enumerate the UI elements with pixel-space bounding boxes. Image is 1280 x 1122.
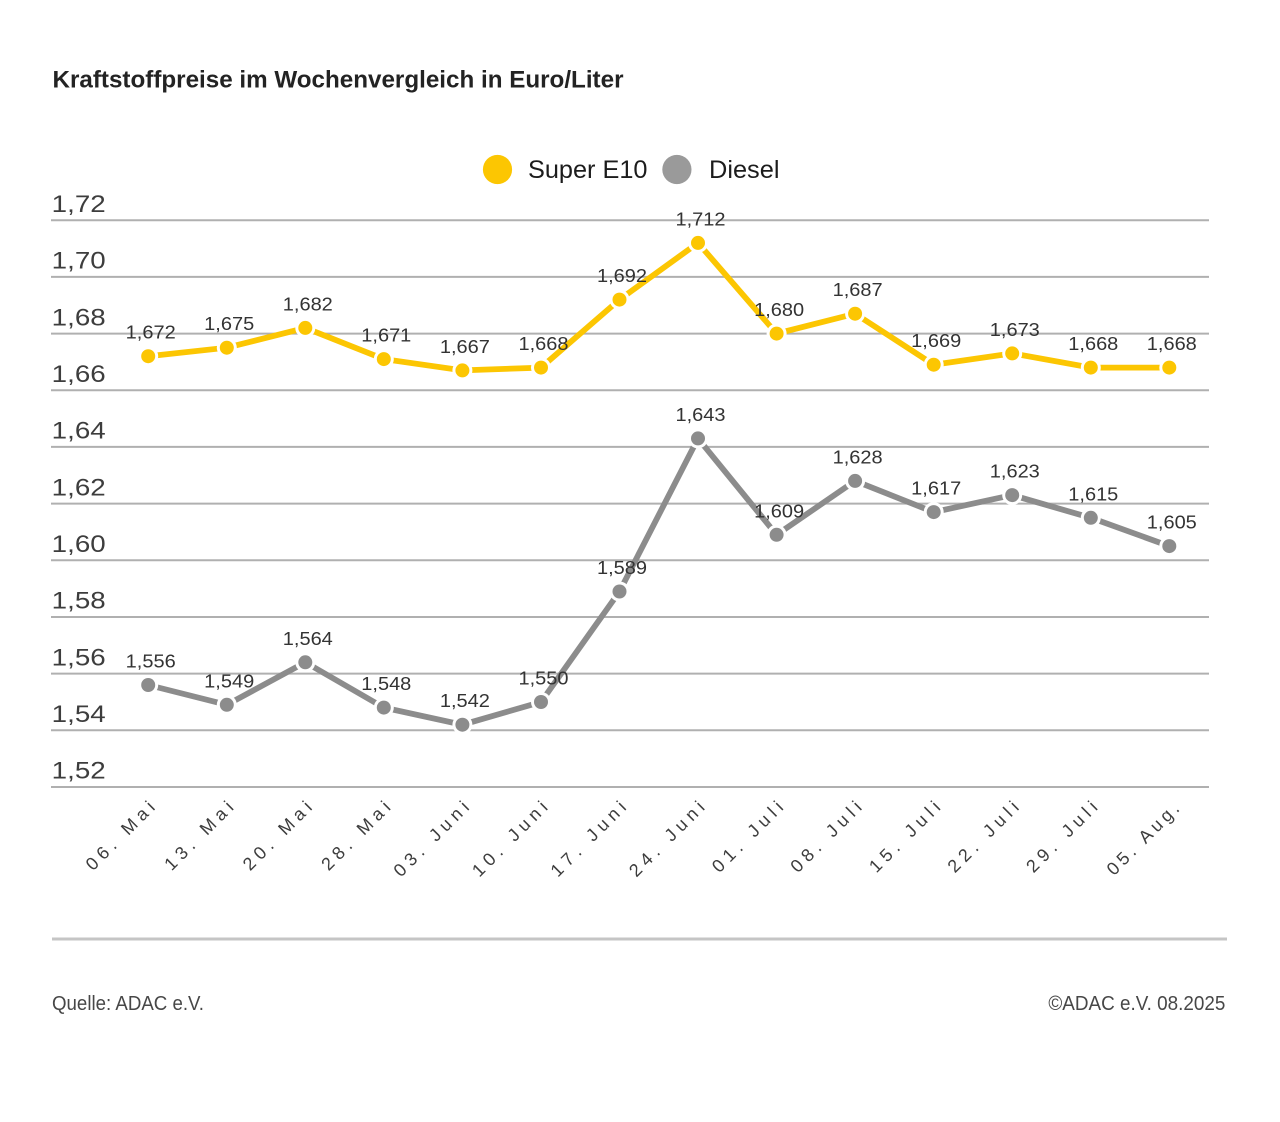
- svg-text:1,615: 1,615: [1068, 483, 1118, 504]
- svg-text:1,668: 1,668: [1147, 333, 1197, 354]
- svg-text:1,564: 1,564: [283, 628, 333, 649]
- svg-text:1,548: 1,548: [361, 673, 411, 694]
- svg-text:1,605: 1,605: [1147, 512, 1197, 533]
- svg-text:1,682: 1,682: [283, 293, 333, 314]
- svg-text:©ADAC e.V. 08.2025: ©ADAC e.V. 08.2025: [1048, 993, 1225, 1015]
- svg-text:1,692: 1,692: [597, 265, 647, 286]
- svg-text:1,64: 1,64: [52, 418, 106, 445]
- svg-text:1,609: 1,609: [754, 500, 804, 521]
- svg-text:Diesel: Diesel: [709, 156, 780, 184]
- svg-text:1,542: 1,542: [440, 690, 490, 711]
- svg-text:1,549: 1,549: [204, 670, 254, 691]
- svg-text:Kraftstoffpreise im Wochenverg: Kraftstoffpreise im Wochenvergleich in E…: [53, 66, 624, 93]
- svg-text:1,673: 1,673: [990, 319, 1040, 340]
- svg-text:1,68: 1,68: [52, 304, 106, 331]
- svg-text:1,668: 1,668: [519, 333, 569, 354]
- svg-text:1,669: 1,669: [911, 330, 961, 351]
- svg-text:1,628: 1,628: [833, 446, 883, 467]
- svg-text:1,680: 1,680: [754, 299, 804, 320]
- svg-text:1,56: 1,56: [52, 644, 106, 671]
- svg-text:1,712: 1,712: [676, 208, 726, 229]
- svg-text:1,667: 1,667: [440, 336, 490, 357]
- svg-text:1,687: 1,687: [833, 279, 883, 300]
- svg-text:1,72: 1,72: [52, 191, 106, 218]
- svg-text:1,623: 1,623: [990, 461, 1040, 482]
- svg-text:1,668: 1,668: [1068, 333, 1118, 354]
- svg-text:1,54: 1,54: [52, 701, 106, 728]
- svg-text:1,643: 1,643: [676, 404, 726, 425]
- svg-text:1,70: 1,70: [52, 248, 106, 275]
- svg-text:1,589: 1,589: [597, 557, 647, 578]
- svg-text:Super E10: Super E10: [528, 156, 648, 184]
- svg-text:Quelle: ADAC e.V.: Quelle: ADAC e.V.: [52, 993, 204, 1015]
- svg-text:1,556: 1,556: [126, 651, 176, 672]
- svg-text:1,62: 1,62: [52, 474, 106, 501]
- svg-text:1,66: 1,66: [52, 361, 106, 388]
- svg-text:1,58: 1,58: [52, 588, 106, 615]
- svg-text:1,52: 1,52: [52, 758, 106, 785]
- svg-text:1,672: 1,672: [126, 322, 176, 343]
- svg-text:1,550: 1,550: [519, 668, 569, 689]
- svg-text:1,671: 1,671: [361, 325, 411, 346]
- svg-text:1,675: 1,675: [204, 313, 254, 334]
- svg-text:1,617: 1,617: [911, 478, 961, 499]
- svg-text:1,60: 1,60: [52, 531, 106, 558]
